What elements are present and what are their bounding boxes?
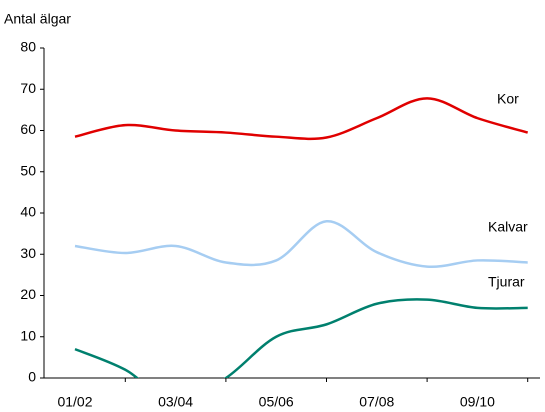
- series-label: Tjurar: [488, 274, 525, 290]
- y-tick-label: 40: [20, 204, 36, 220]
- x-tick-label: 01/02: [57, 394, 92, 410]
- line-series: [74, 97, 529, 141]
- line-series: [74, 219, 528, 269]
- y-tick-label: 20: [20, 286, 36, 302]
- series-label: Kor: [497, 91, 519, 107]
- x-tick-label: 07/08: [359, 394, 394, 410]
- y-tick-label: 50: [20, 162, 36, 178]
- y-axis-title: Antal älgar: [4, 11, 71, 27]
- line-series: [74, 298, 528, 378]
- y-tick-label: 10: [20, 327, 36, 343]
- x-tick-label: 05/06: [259, 394, 294, 410]
- y-tick-label: 0: [28, 369, 36, 385]
- y-tick-label: 80: [20, 39, 36, 55]
- series-label: Kalvar: [488, 219, 528, 235]
- y-tick-label: 30: [20, 245, 36, 261]
- y-tick-label: 70: [20, 80, 36, 96]
- x-tick-label: 03/04: [158, 394, 193, 410]
- x-tick-label: 09/10: [460, 394, 495, 410]
- y-tick-label: 60: [20, 121, 36, 137]
